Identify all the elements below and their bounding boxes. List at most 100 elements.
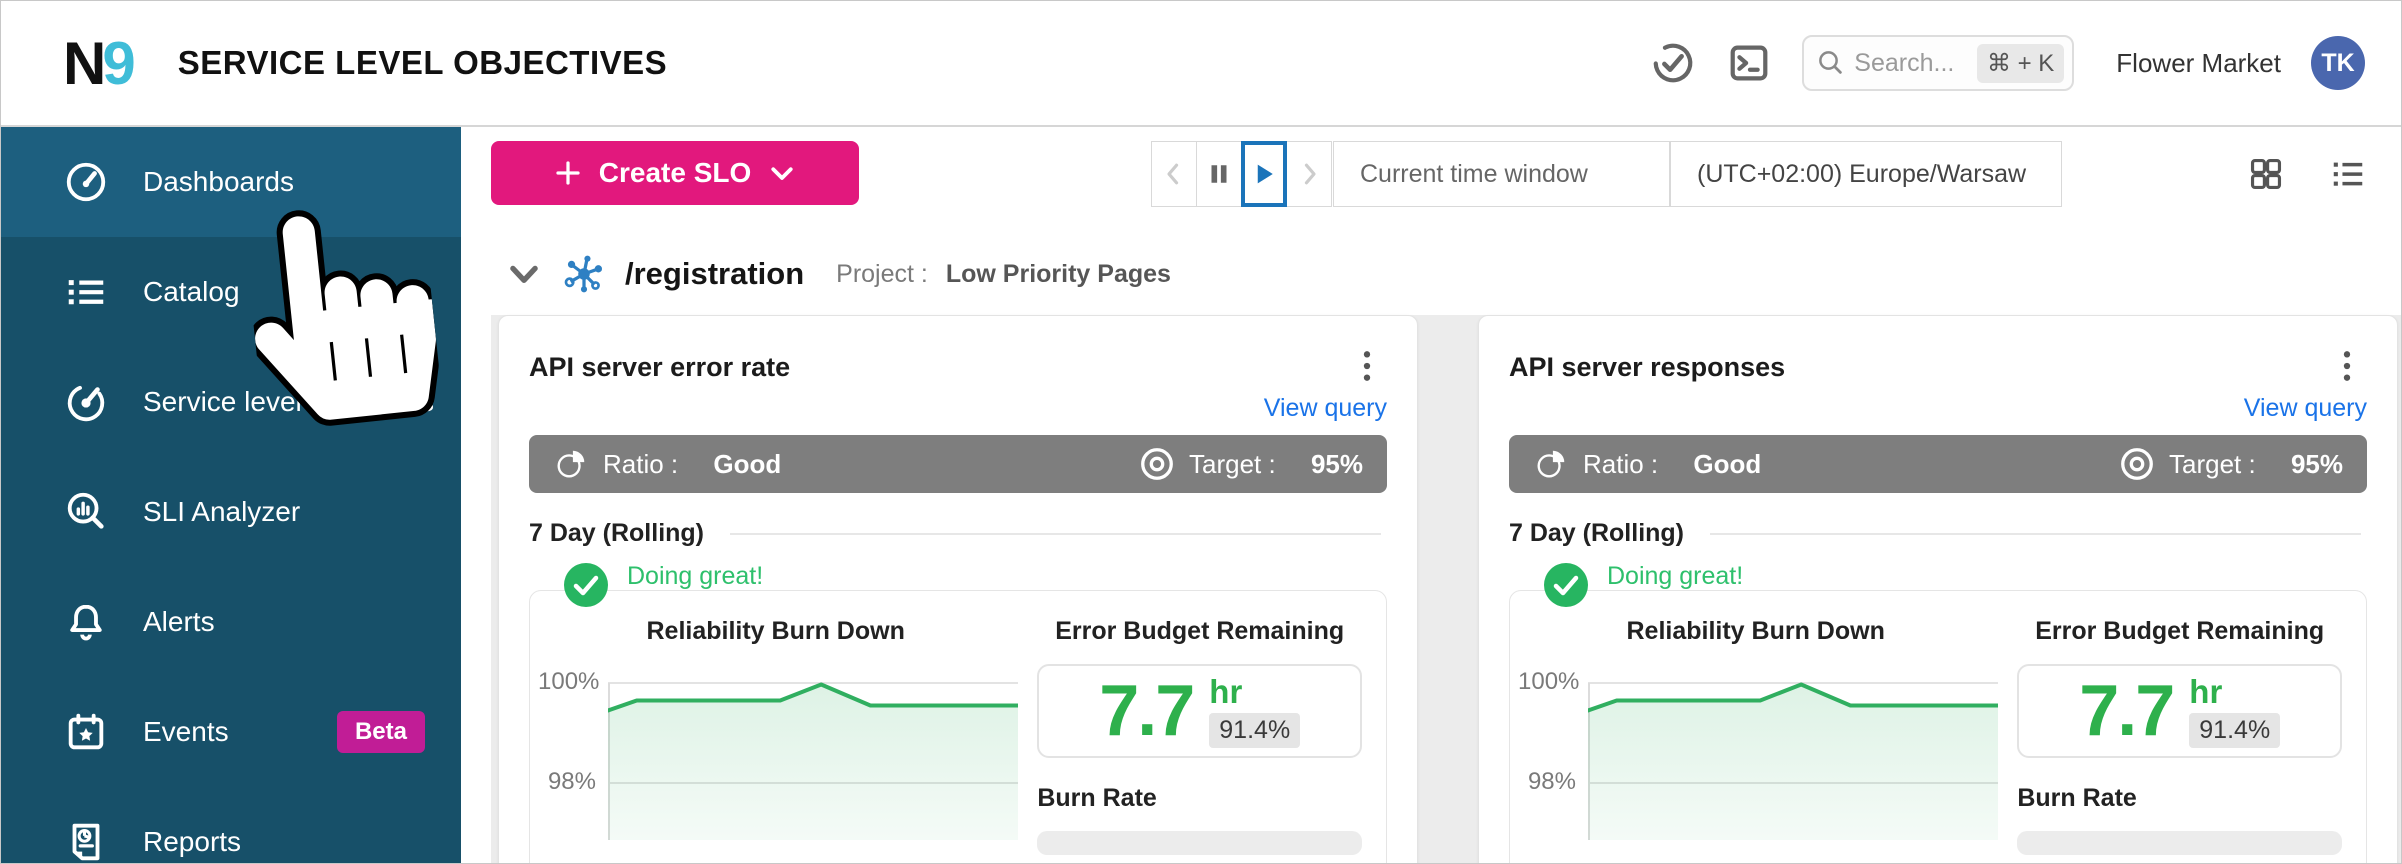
step-forward-button[interactable] — [1286, 141, 1332, 207]
sidebar-item-label: Catalog — [143, 276, 240, 307]
status-check-icon[interactable] — [1650, 40, 1696, 86]
sidebar: Dashboards Catalog Service level objecti… — [1, 127, 461, 863]
slo-meta-bar: Ratio : Good Target : 95% — [529, 435, 1387, 493]
burn-rate-box-partial — [1037, 831, 1362, 855]
target-value: 95% — [1310, 448, 1363, 479]
sidebar-item-service-level-objectives[interactable]: Service level objectives — [1, 347, 461, 457]
kebab-menu-icon[interactable] — [1347, 346, 1387, 386]
search-input[interactable]: Search... ⌘ + K — [1802, 35, 2075, 91]
search-shortcut-badge: ⌘ + K — [1976, 43, 2065, 83]
logo-9: 9 — [102, 29, 135, 97]
terminal-icon[interactable] — [1726, 40, 1772, 86]
project-label: Project : — [836, 259, 928, 288]
play-button[interactable] — [1241, 141, 1287, 207]
speedometer-icon — [66, 162, 106, 202]
ratio-value: Good — [1693, 448, 1762, 479]
burn-down-chart: 100% 98% — [538, 668, 1018, 840]
sidebar-item-sli-analyzer[interactable]: SLI Analyzer — [1, 457, 461, 567]
chevron-left-icon — [1167, 163, 1179, 185]
service-section-header: /registration Project : Low Priority Pag… — [491, 251, 2401, 297]
step-back-button[interactable] — [1151, 141, 1197, 207]
divider — [1710, 532, 2361, 535]
burn-down-chart: 100% 98% — [1518, 668, 1998, 840]
create-slo-button[interactable]: Create SLO — [491, 141, 859, 205]
slo-detail-panel: Reliability Burn Down 100% 98% Error Bud… — [529, 590, 1387, 863]
budget-title: Error Budget Remaining — [1055, 617, 1345, 645]
timezone-select[interactable]: (UTC+02:00) Europe/Warsaw — [1670, 141, 2062, 207]
ratio-value: Good — [713, 448, 782, 479]
pie-chart-icon — [557, 450, 585, 478]
sidebar-item-label: SLI Analyzer — [143, 496, 301, 527]
playback-controls — [1151, 141, 1332, 207]
y-axis-tick: 98% — [547, 768, 596, 795]
ratio-label: Ratio : — [603, 448, 679, 479]
kebab-menu-icon[interactable] — [2327, 346, 2367, 386]
sidebar-item-label: Alerts — [143, 606, 215, 637]
chart-title: Reliability Burn Down — [646, 617, 905, 645]
view-query-link[interactable]: View query — [1263, 394, 1387, 422]
time-window-badge: 7 Day (Rolling) — [1509, 519, 1685, 547]
burn-rate-box-partial — [2017, 831, 2342, 855]
avatar[interactable]: TK — [2311, 36, 2365, 90]
status-text: Doing great! — [627, 562, 764, 590]
org-name[interactable]: Flower Market — [2116, 47, 2281, 78]
slo-card-api-server-error-rate: API server error rate View query Ratio :… — [498, 315, 1418, 863]
sidebar-item-dashboards[interactable]: Dashboards — [1, 127, 461, 237]
bell-icon — [70, 604, 102, 641]
slo-cards-row: API server error rate View query Ratio :… — [491, 315, 2401, 863]
plus-icon — [556, 161, 580, 185]
target-gauge-icon — [67, 384, 105, 422]
check-circle-icon — [564, 563, 608, 607]
budget-unit: hr — [2189, 672, 2223, 710]
nobl9-logo: N9 — [63, 29, 136, 98]
chevron-right-icon — [1304, 163, 1316, 185]
view-query-link[interactable]: View query — [2243, 394, 2367, 422]
grid-view-icon[interactable] — [2247, 155, 2285, 193]
y-axis-tick: 100% — [1518, 668, 1580, 695]
sidebar-item-label: Reports — [143, 826, 242, 857]
sidebar-item-alerts[interactable]: Alerts — [1, 567, 461, 677]
budget-hours-value: 7.7 — [1099, 671, 1195, 751]
y-axis-tick: 100% — [538, 668, 600, 695]
header-actions: Search... ⌘ + K Flower Market TK — [1650, 35, 2365, 91]
budget-hours-value: 7.7 — [2079, 671, 2175, 751]
pause-button[interactable] — [1196, 141, 1242, 207]
magnifier-chart-icon — [67, 492, 104, 529]
sidebar-item-catalog[interactable]: Catalog — [1, 237, 461, 347]
view-toggles — [2247, 155, 2367, 193]
logo-n: N — [63, 29, 106, 97]
y-axis-tick: 98% — [1527, 768, 1576, 795]
search-icon — [1819, 51, 1843, 74]
budget-percent-badge: 91.4% — [2189, 712, 2281, 748]
target-label: Target : — [2169, 448, 2256, 479]
burn-rate-title: Burn Rate — [1037, 784, 1157, 812]
budget-percent-badge: 91.4% — [1209, 712, 1301, 748]
status-text: Doing great! — [1607, 562, 1744, 590]
time-window-label: Current time window — [1333, 141, 1670, 207]
error-budget-box: 7.7 hr 91.4% — [1037, 664, 1362, 758]
chevron-down-icon — [771, 167, 793, 180]
app-header: N9 SERVICE LEVEL OBJECTIVES Search... ⌘ … — [1, 1, 2401, 127]
budget-unit: hr — [1209, 672, 1243, 710]
list-view-icon[interactable] — [2329, 155, 2367, 193]
slo-card-api-server-responses: API server responses View query Ratio : … — [1478, 315, 2398, 863]
chart-title: Reliability Burn Down — [1626, 617, 1885, 645]
target-icon — [2121, 448, 2153, 480]
sidebar-item-events[interactable]: Events Beta — [1, 677, 461, 787]
list-icon — [68, 280, 104, 305]
project-value: Low Priority Pages — [945, 259, 1171, 288]
target-label: Target : — [1189, 448, 1276, 479]
sidebar-item-label: Service level objectives — [143, 386, 435, 417]
check-circle-icon — [1544, 563, 1588, 607]
burn-down-chart-svg — [1588, 682, 1998, 840]
beta-badge: Beta — [336, 711, 425, 753]
slo-card-title: API server responses — [1509, 352, 1786, 382]
calendar-star-icon — [68, 713, 104, 750]
sidebar-item-reports[interactable]: Reports — [1, 787, 461, 863]
collapse-chevron-icon[interactable] — [505, 255, 543, 293]
slo-card-title: API server error rate — [529, 352, 791, 382]
burn-down-chart-svg — [608, 682, 1018, 840]
create-slo-label: Create SLO — [598, 157, 752, 188]
burn-rate-title: Burn Rate — [2017, 784, 2137, 812]
